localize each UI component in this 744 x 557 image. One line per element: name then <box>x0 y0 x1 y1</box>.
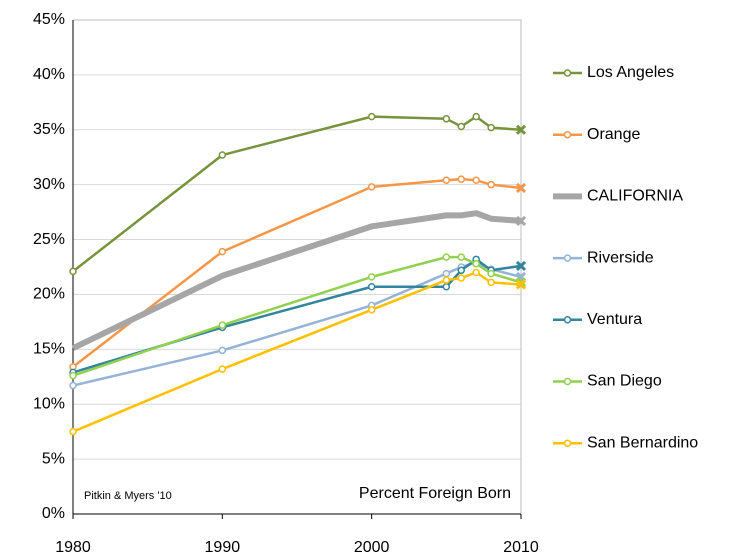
point <box>218 365 227 373</box>
point <box>367 273 376 281</box>
point <box>472 112 480 121</box>
legend-label: Riverside <box>587 249 654 266</box>
x-tick-label: 1990 <box>205 539 241 556</box>
point <box>442 283 451 291</box>
point <box>367 283 376 291</box>
source-note: Pitkin & Myers '10 <box>84 490 172 502</box>
point <box>472 259 480 268</box>
point <box>442 253 451 261</box>
point <box>218 321 227 329</box>
legend-label: CALIFORNIA <box>587 188 683 205</box>
y-tick-label: 45% <box>33 11 65 28</box>
point <box>442 115 451 123</box>
legend-marker <box>563 130 572 139</box>
point <box>457 122 466 131</box>
point <box>367 112 376 121</box>
y-tick-label: 10% <box>33 395 65 412</box>
point <box>218 247 227 256</box>
point <box>218 151 227 159</box>
point <box>367 306 376 314</box>
y-tick-label: 25% <box>33 231 65 248</box>
point <box>69 267 77 276</box>
point <box>367 183 376 191</box>
y-tick-label: 40% <box>33 66 65 83</box>
point <box>472 176 480 185</box>
y-tick-label: 30% <box>33 176 65 193</box>
legend-label: San Bernardino <box>587 434 698 451</box>
point <box>442 269 451 278</box>
y-tick-label: 5% <box>42 450 65 467</box>
point <box>69 371 77 380</box>
end-marker <box>515 279 527 290</box>
point <box>69 381 77 390</box>
end-marker <box>515 182 527 194</box>
point <box>69 427 77 436</box>
point <box>442 276 451 284</box>
point <box>457 175 466 183</box>
point <box>457 253 466 261</box>
legend-label: Orange <box>587 126 640 143</box>
end-marker <box>515 215 527 226</box>
chart-label: Percent Foreign Born <box>359 485 511 502</box>
y-tick-label: 20% <box>33 286 65 303</box>
point <box>487 123 495 132</box>
y-tick-label: 15% <box>33 341 65 358</box>
legend-label: Ventura <box>587 311 642 328</box>
point <box>218 346 227 355</box>
y-tick-label: 35% <box>33 121 65 138</box>
legend-label: Los Angeles <box>587 64 674 81</box>
legend-label: San Diego <box>587 373 662 390</box>
point <box>472 268 480 277</box>
point <box>487 278 495 287</box>
legend-marker <box>563 69 572 77</box>
point <box>442 176 451 185</box>
point <box>487 180 495 189</box>
plot-frame <box>72 19 522 515</box>
x-tick-label: 2010 <box>503 539 539 556</box>
x-tick-label: 2000 <box>354 539 390 556</box>
point <box>457 266 466 275</box>
y-tick-label: 0% <box>42 505 65 522</box>
point <box>457 274 466 282</box>
legend-marker <box>563 439 572 447</box>
x-tick-label: 1980 <box>55 539 91 556</box>
legend-marker <box>563 316 572 324</box>
series-line <box>72 261 522 387</box>
legend-marker <box>563 254 572 262</box>
point <box>487 269 495 278</box>
legend-marker <box>563 377 572 386</box>
series-line <box>71 210 522 351</box>
end-marker <box>515 124 527 135</box>
end-marker <box>515 260 527 271</box>
